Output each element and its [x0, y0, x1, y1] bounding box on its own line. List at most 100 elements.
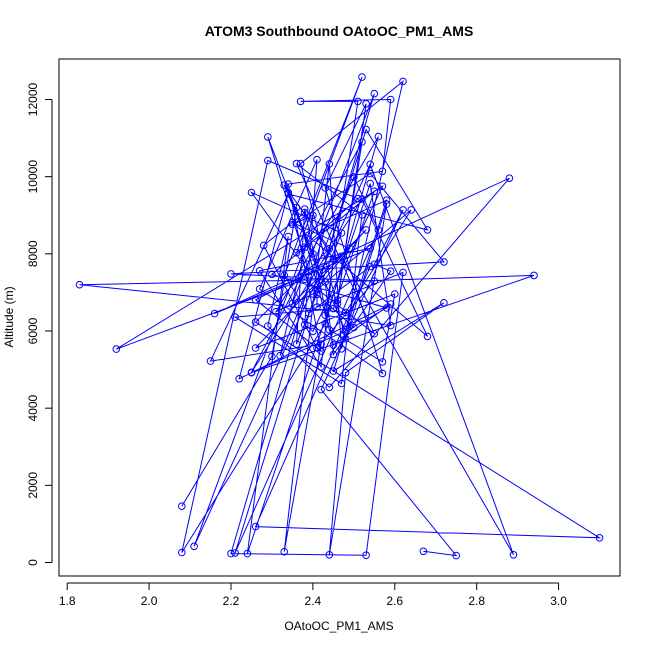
data-point [374, 132, 383, 141]
data-point [354, 194, 362, 203]
y-tick-label: 0 [26, 559, 40, 566]
data-point [255, 285, 264, 293]
data-point [264, 133, 272, 141]
data-point [337, 252, 346, 261]
data-point [374, 226, 383, 234]
data-point [505, 174, 514, 182]
data-point [329, 350, 338, 359]
x-tick-label: 2.2 [223, 594, 240, 608]
data-point [366, 244, 375, 253]
data-point [329, 341, 338, 349]
data-point [386, 321, 395, 330]
data-point [329, 367, 338, 375]
data-point [321, 319, 330, 328]
data-point [280, 181, 289, 189]
y-tick-label: 12000 [26, 83, 40, 117]
data-point [235, 375, 243, 383]
data-point [362, 100, 370, 108]
data-point [284, 180, 293, 188]
data-point [309, 250, 317, 258]
data-point [407, 206, 416, 214]
data-point [243, 549, 252, 558]
x-tick-label: 2.8 [468, 594, 485, 608]
data-point [292, 248, 301, 257]
data-point [317, 340, 325, 348]
x-tick-label: 3.0 [550, 594, 567, 608]
data-point [288, 299, 297, 308]
data-point [358, 211, 366, 219]
data-point [206, 357, 215, 365]
data-point [452, 551, 461, 560]
data-point [280, 271, 289, 280]
data-point [333, 299, 342, 308]
data-point [391, 290, 399, 298]
data-point [378, 167, 387, 176]
data-point [509, 551, 518, 559]
data-point [341, 327, 350, 336]
data-point [305, 267, 313, 276]
data-point [399, 206, 407, 214]
chart-title: ATOM3 Southbound OAtoOC_PM1_AMS [205, 23, 474, 39]
data-point [247, 188, 256, 197]
data-point [366, 169, 375, 178]
x-tick-label: 1.8 [59, 594, 76, 608]
data-point [382, 200, 391, 208]
data-point [313, 285, 321, 294]
data-point [280, 547, 289, 556]
data-point [317, 385, 325, 394]
data-point [313, 344, 321, 352]
data-point [231, 313, 239, 321]
data-point [231, 549, 239, 557]
x-tick-label: 2.0 [141, 594, 158, 608]
data-point [251, 344, 260, 352]
data-point [370, 329, 379, 338]
data-point [296, 159, 305, 168]
data-point [358, 73, 366, 81]
data-point [227, 549, 235, 558]
data-point [300, 321, 309, 329]
data-point [292, 203, 301, 212]
data-point [366, 160, 375, 169]
data-point [313, 303, 321, 311]
data-point [247, 368, 256, 377]
data-point [292, 340, 301, 348]
data-point [305, 309, 313, 318]
data-point [325, 551, 334, 559]
data-point [366, 262, 375, 271]
data-point [440, 258, 448, 266]
y-axis: 0 2000 4000 6000 8000 10000 12000 [26, 83, 53, 566]
data-point [112, 345, 121, 353]
y-axis-label: Altitude (m) [2, 286, 16, 347]
x-axis-label: OAtoOC_PM1_AMS [284, 619, 393, 633]
data-point [75, 280, 84, 289]
y-tick-label: 10000 [26, 160, 40, 194]
data-point [358, 195, 366, 203]
data-point [309, 327, 317, 336]
data-point [378, 182, 387, 191]
data-point [296, 97, 305, 106]
data-point [321, 223, 330, 232]
data-point [227, 270, 235, 278]
data-point [399, 77, 407, 86]
data-point [251, 296, 260, 304]
data-point [337, 379, 346, 388]
data-point [345, 244, 354, 253]
data-point [309, 290, 317, 298]
data-point [329, 255, 338, 264]
data-point [264, 156, 272, 165]
series-line [79, 76, 602, 557]
data-point [530, 271, 538, 280]
data-point [317, 275, 325, 284]
y-tick-label: 6000 [26, 317, 40, 344]
data-point [362, 125, 370, 134]
data-point [386, 95, 395, 104]
data-point [350, 173, 358, 181]
data-point [337, 345, 346, 353]
data-point [321, 184, 330, 192]
data-point [595, 534, 604, 542]
data-point [382, 304, 391, 312]
data-point [325, 326, 334, 334]
data-point [341, 308, 350, 317]
data-point [399, 268, 407, 277]
